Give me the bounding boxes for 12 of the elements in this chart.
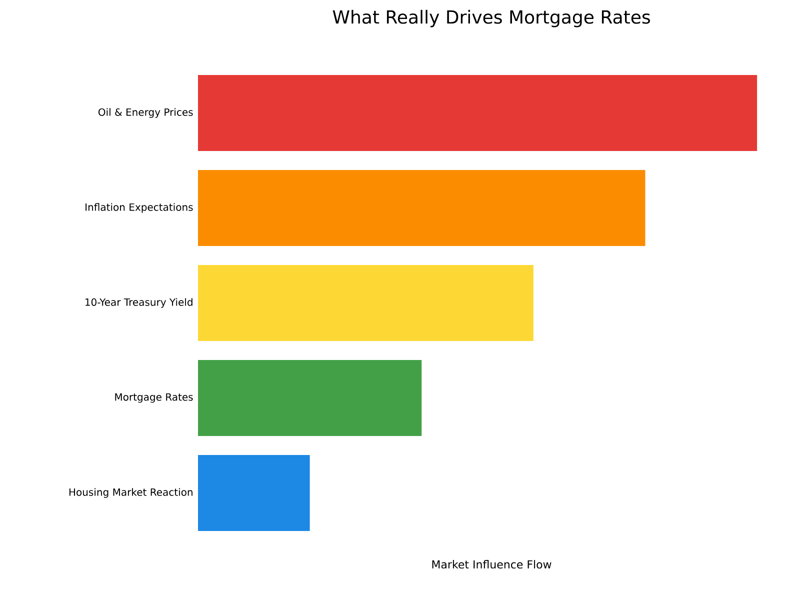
bar [198, 170, 646, 246]
bar [198, 455, 310, 532]
y-tick-label: Oil & Energy Prices [98, 108, 193, 118]
y-tick-label: 10-Year Treasury Yield [86, 298, 192, 308]
chart-title: What Really Drives Mortgage Rates [332, 10, 650, 28]
x-axis-title: Market Influence Flow [432, 560, 552, 569]
y-tick-label: Housing Market Reaction [69, 488, 192, 498]
y-tick-label: Mortgage Rates [115, 393, 193, 403]
bar [198, 265, 534, 342]
bar [198, 360, 422, 436]
bar [198, 75, 758, 152]
y-tick-label: Inflation Expectations [86, 203, 193, 213]
